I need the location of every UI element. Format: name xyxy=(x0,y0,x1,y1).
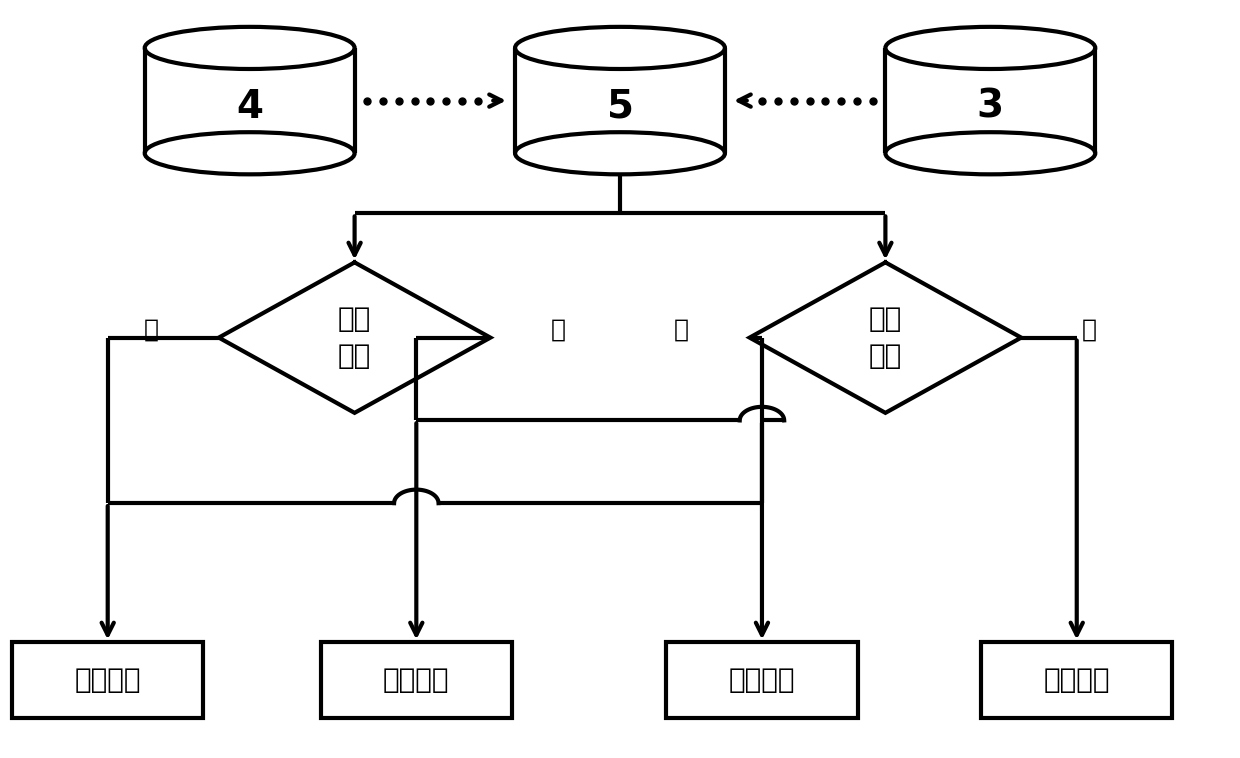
Ellipse shape xyxy=(885,132,1095,174)
Bar xyxy=(981,642,1172,718)
Bar xyxy=(515,48,725,153)
Text: 触底
判定: 触底 判定 xyxy=(869,305,901,370)
Text: 4: 4 xyxy=(236,88,263,126)
Text: 否: 否 xyxy=(1081,318,1096,342)
Bar xyxy=(885,48,1095,153)
Polygon shape xyxy=(218,262,490,413)
Bar xyxy=(321,642,512,718)
Text: 水下起吸: 水下起吸 xyxy=(383,666,450,694)
Text: 3: 3 xyxy=(977,88,1004,126)
Ellipse shape xyxy=(885,27,1095,69)
Bar xyxy=(145,48,355,153)
Text: 5: 5 xyxy=(606,88,634,126)
Text: 是: 是 xyxy=(675,318,689,342)
Bar xyxy=(12,642,203,718)
Text: 甲板停放: 甲板停放 xyxy=(729,666,795,694)
Ellipse shape xyxy=(515,132,725,174)
Text: 甲板起吸: 甲板起吸 xyxy=(1044,666,1110,694)
Ellipse shape xyxy=(145,27,355,69)
Text: 否: 否 xyxy=(551,318,565,342)
Bar xyxy=(666,642,858,718)
Ellipse shape xyxy=(515,27,725,69)
Text: 是: 是 xyxy=(144,318,159,342)
Text: 海底坐底: 海底坐底 xyxy=(74,666,141,694)
Text: 入水
判定: 入水 判定 xyxy=(339,305,371,370)
Ellipse shape xyxy=(145,132,355,174)
Polygon shape xyxy=(750,262,1022,413)
